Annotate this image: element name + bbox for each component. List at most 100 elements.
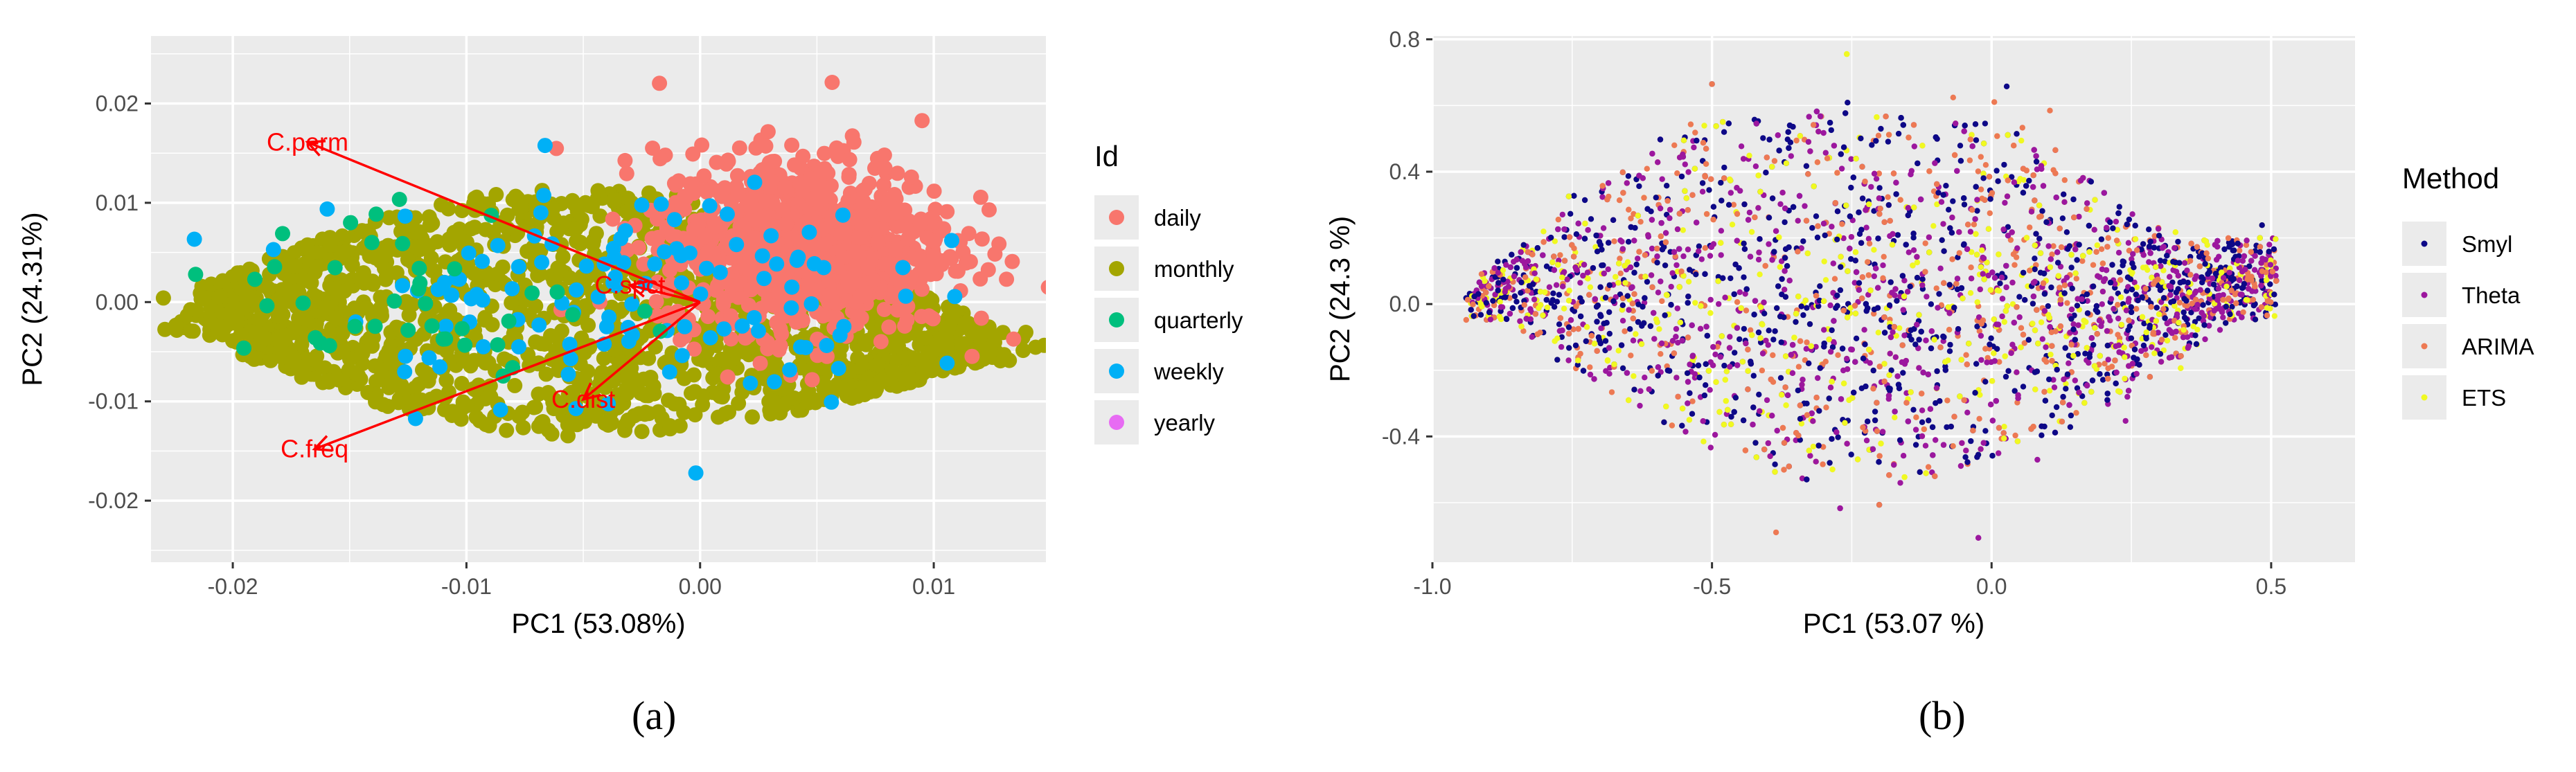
point-smyl: [1974, 323, 1980, 330]
point-monthly: [484, 316, 500, 332]
point-quarterly: [321, 338, 337, 354]
point-daily: [817, 145, 833, 161]
point-theta: [1865, 235, 1872, 242]
point-weekly: [397, 364, 413, 379]
point-theta: [1673, 262, 1680, 269]
point-monthly: [227, 294, 243, 310]
point-theta: [1774, 427, 1780, 434]
point-weekly: [578, 258, 594, 274]
point-weekly: [944, 233, 959, 249]
point-ets: [1692, 300, 1698, 306]
point-monthly: [580, 363, 596, 379]
point-daily: [907, 251, 923, 267]
point-ets: [1707, 309, 1714, 316]
point-monthly: [623, 360, 639, 376]
point-arima: [2073, 276, 2079, 282]
point-arima: [1520, 328, 1527, 334]
point-daily: [870, 233, 886, 249]
point-monthly: [745, 409, 761, 425]
point-theta: [1691, 144, 1697, 151]
point-ets: [2038, 319, 2045, 325]
arrow-c-freq: [314, 300, 701, 451]
point-daily: [730, 186, 746, 201]
point-daily: [840, 273, 855, 289]
point-monthly: [258, 331, 274, 347]
point-theta: [1793, 437, 1799, 443]
point-daily: [863, 217, 879, 233]
point-arima: [1658, 351, 1664, 357]
point-smyl: [1795, 387, 1801, 394]
legend-title: Id: [1094, 140, 1119, 172]
legend-swatch-quarterly: [1109, 312, 1124, 327]
point-smyl: [2162, 258, 2168, 264]
point-quarterly: [490, 337, 506, 352]
point-quarterly: [438, 331, 454, 347]
point-ets: [1821, 258, 1827, 264]
point-weekly: [677, 318, 693, 334]
point-smyl: [2099, 377, 2106, 383]
point-arima: [1880, 275, 1886, 281]
legend-label-quarterly: quarterly: [1154, 307, 1243, 333]
point-daily: [775, 202, 791, 218]
point-theta: [2113, 218, 2120, 225]
point-monthly: [574, 330, 589, 346]
point-monthly: [818, 378, 833, 394]
point-smyl: [1973, 361, 1980, 367]
point-monthly: [299, 351, 314, 367]
point-daily: [645, 141, 661, 156]
point-monthly: [1015, 343, 1031, 359]
point-daily: [877, 256, 892, 272]
point-monthly: [466, 266, 482, 282]
point-daily: [888, 242, 903, 258]
point-smyl: [1863, 383, 1869, 390]
point-weekly: [657, 244, 673, 260]
point-arima: [1933, 285, 1939, 291]
point-monthly: [331, 372, 347, 388]
point-theta: [1556, 258, 1562, 264]
point-monthly: [481, 355, 497, 370]
point-smyl: [1943, 183, 1949, 189]
point-monthly: [896, 371, 912, 387]
point-monthly: [996, 347, 1012, 363]
point-smyl: [2053, 404, 2060, 411]
point-daily: [852, 276, 868, 292]
point-monthly: [269, 332, 285, 348]
point-monthly: [459, 397, 474, 413]
point-monthly: [577, 413, 593, 429]
point-monthly: [568, 221, 584, 237]
point-smyl: [1912, 442, 1919, 448]
point-monthly: [168, 317, 184, 333]
point-daily: [880, 195, 896, 211]
point-smyl: [1888, 28, 1894, 33]
arrow-label: C.perm: [267, 127, 348, 156]
point-weekly: [601, 309, 617, 325]
point-monthly: [475, 196, 491, 212]
point-theta: [2149, 344, 2155, 350]
point-theta: [1707, 445, 1714, 451]
point-arima: [1611, 238, 1617, 244]
point-daily: [807, 284, 822, 300]
point-daily: [686, 222, 702, 237]
point-theta: [1802, 203, 1808, 209]
point-theta: [1815, 375, 1821, 381]
point-monthly: [560, 428, 576, 444]
point-theta: [1827, 302, 1833, 309]
point-monthly: [387, 377, 402, 393]
point-daily: [972, 271, 988, 287]
y-tick-label: -0.01: [88, 389, 139, 414]
point-monthly: [286, 351, 302, 367]
point-monthly: [328, 309, 344, 325]
point-smyl: [1741, 325, 1748, 332]
point-daily: [779, 216, 794, 232]
point-smyl: [1760, 135, 1766, 141]
point-monthly: [513, 198, 528, 214]
point-monthly: [263, 352, 278, 368]
point-ets: [1934, 201, 1940, 208]
point-smyl: [1928, 301, 1935, 307]
point-theta: [1868, 183, 1874, 190]
point-quarterly: [400, 322, 416, 338]
point-monthly: [816, 361, 832, 377]
point-monthly: [335, 344, 351, 360]
point-arima: [1671, 142, 1678, 148]
